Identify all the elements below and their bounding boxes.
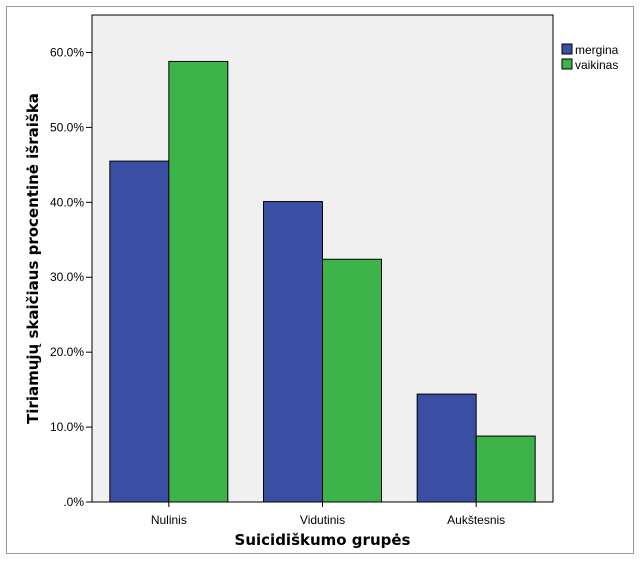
y-tick-label: .0% bbox=[63, 495, 84, 509]
y-tick-label: 20.0% bbox=[50, 345, 84, 359]
x-tick-label: Aukštesnis bbox=[447, 513, 505, 527]
bar-vaikinas-1 bbox=[322, 258, 382, 503]
x-axis: Nulinis Vidutinis Aukštesnis bbox=[151, 502, 505, 527]
bar-mergina-2 bbox=[416, 393, 477, 503]
y-tick-label: 30.0% bbox=[50, 270, 84, 284]
bar-vaikinas-0 bbox=[168, 60, 229, 503]
y-tick-label: 50.0% bbox=[50, 120, 84, 134]
bar-vaikinas-2 bbox=[475, 435, 536, 503]
legend-swatch-vaikinas bbox=[561, 58, 573, 70]
y-tick-label: 40.0% bbox=[50, 195, 84, 209]
y-tick-label: 10.0% bbox=[50, 420, 84, 434]
y-axis-title: Tiriamųjų skaičiaus procentinė išraiška bbox=[24, 93, 42, 424]
y-tick-label: 60.0% bbox=[50, 45, 84, 59]
bars-layer bbox=[109, 60, 536, 503]
x-axis-title: Suicidiškumo grupės bbox=[235, 531, 411, 549]
y-axis: .0% 10.0% 20.0% 30.0% 40.0% 50.0% 60.0% bbox=[50, 45, 92, 509]
legend-swatch-mergina bbox=[561, 43, 573, 55]
legend-label-vaikinas: vaikinas bbox=[575, 58, 618, 72]
bar-mergina-0 bbox=[109, 160, 170, 503]
x-tick-label: Nulinis bbox=[151, 513, 187, 527]
legend-label-mergina: mergina bbox=[575, 43, 619, 57]
x-tick-label: Vidutinis bbox=[300, 513, 345, 527]
bar-mergina-1 bbox=[263, 201, 323, 503]
